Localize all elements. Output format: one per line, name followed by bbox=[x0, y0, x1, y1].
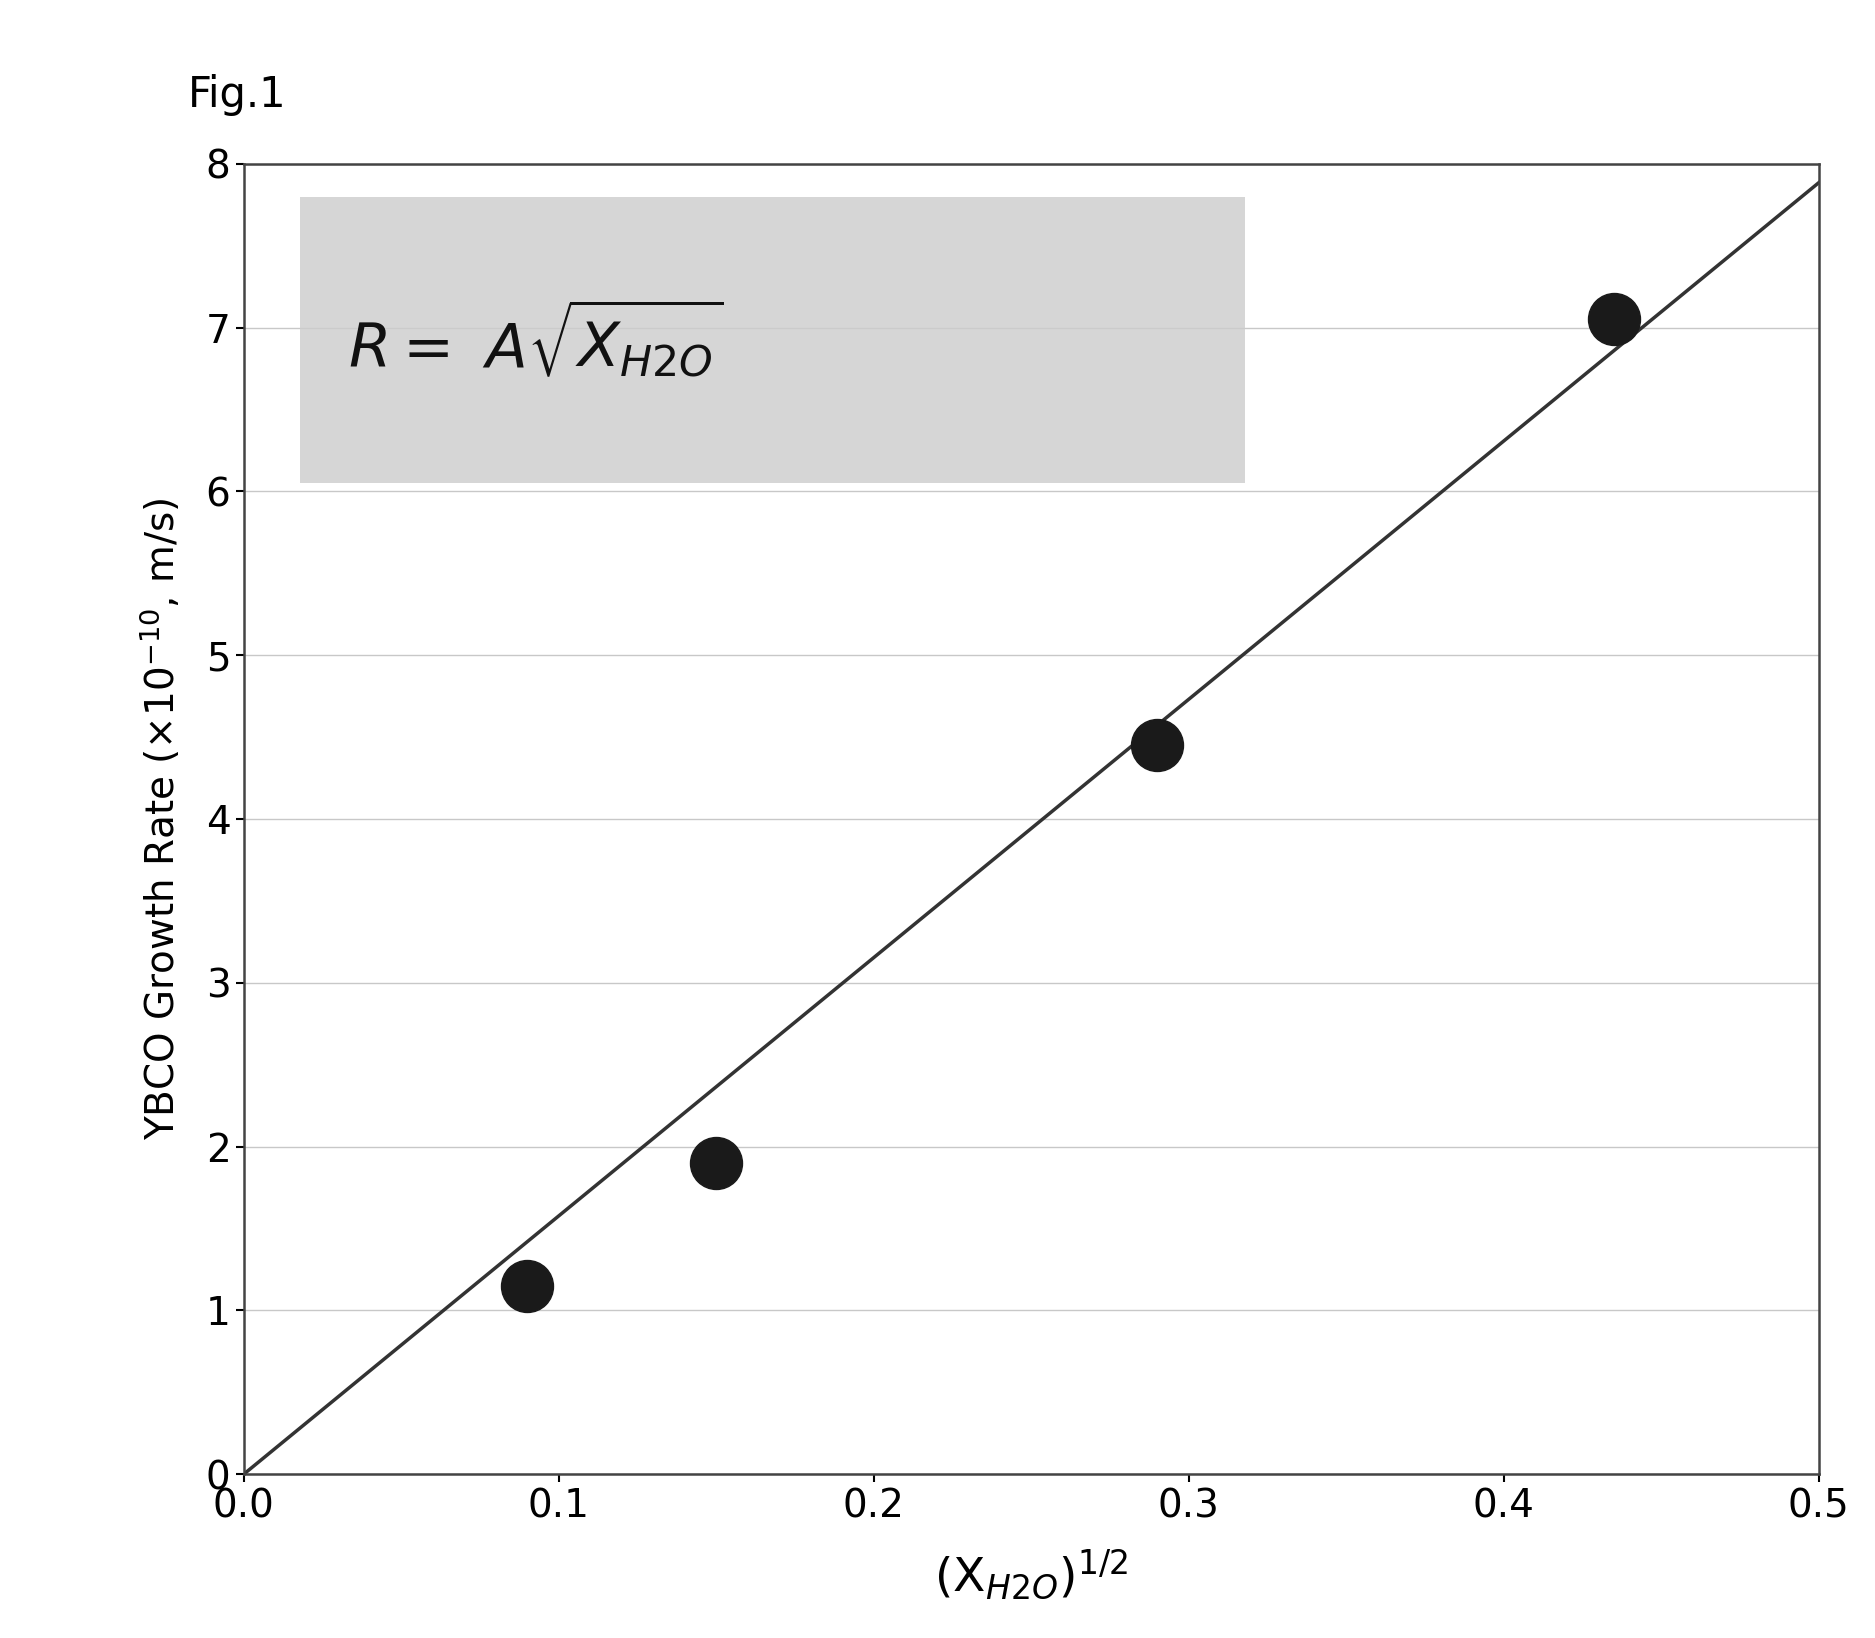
Text: Fig.1: Fig.1 bbox=[188, 74, 287, 116]
X-axis label: (X$_{H2O}$)$^{1/2}$: (X$_{H2O}$)$^{1/2}$ bbox=[934, 1548, 1129, 1602]
Point bbox=[512, 1273, 542, 1299]
Text: $\mathit{R}{=}\ \mathit{A}\sqrt{\mathit{X}_{H2O}}$: $\mathit{R}{=}\ \mathit{A}\sqrt{\mathit{… bbox=[347, 298, 724, 382]
Point bbox=[1599, 306, 1629, 333]
Point bbox=[701, 1150, 731, 1176]
FancyBboxPatch shape bbox=[300, 197, 1245, 483]
Y-axis label: YBCO Growth Rate (×10$^{-10}$, m/s): YBCO Growth Rate (×10$^{-10}$, m/s) bbox=[139, 498, 184, 1140]
Point bbox=[1142, 732, 1172, 758]
